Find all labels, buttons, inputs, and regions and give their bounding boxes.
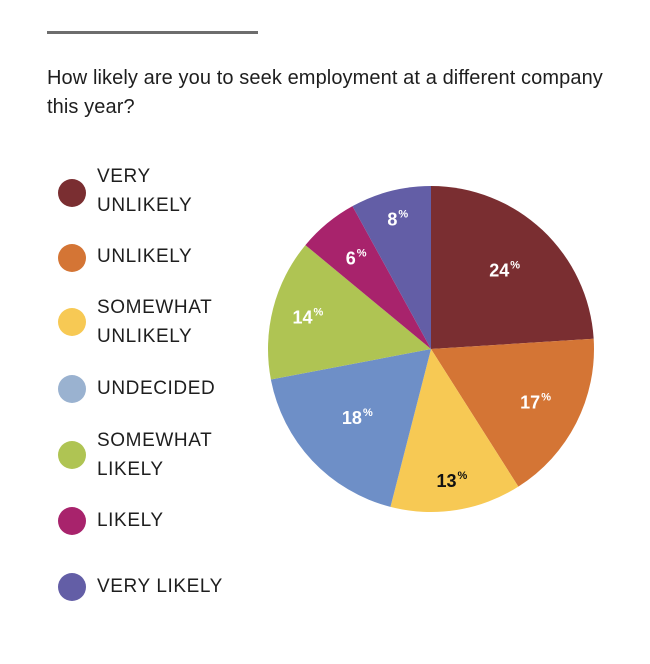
pie-data-label: 8% [387,209,408,230]
legend-label: VERY UNLIKELY [97,166,193,216]
legend-item-somewhat-unlikely: SOMEWHAT UNLIKELY [58,297,258,348]
legend-label: UNDECIDED [97,378,216,399]
pie-data-label: 17% [520,391,551,412]
pie-data-label: 18% [342,407,373,428]
pie-data-label: 13% [437,470,468,491]
legend-swatch [58,244,86,272]
pie-slice-very-unlikely [431,186,594,349]
pie-slice-undecided [270,349,431,507]
legend-item-very-likely: VERY LIKELY [58,573,258,613]
legend-item-undecided: UNDECIDED [58,375,258,415]
chart-title: How likely are you to seek employment at… [47,67,603,118]
legend-item-very-unlikely: VERY UNLIKELY [58,166,258,216]
legend-swatch [58,179,86,207]
pie-slice-likely [305,206,431,349]
pie-data-label: 24% [489,260,520,281]
pie-slice-somewhat-likely [268,245,431,380]
legend-item-somewhat-likely: SOMEWHAT LIKELY [58,430,258,481]
legend-swatch [58,507,86,535]
pie-data-label: 6% [346,248,367,269]
legend-label: SOMEWHAT UNLIKELY [97,297,213,347]
legend-label: VERY LIKELY [97,576,223,597]
pie-slice-very-likely [352,186,431,349]
legend-item-unlikely: UNLIKELY [58,244,258,284]
legend-label: UNLIKELY [97,246,193,267]
pie-data-label: 14% [292,306,323,327]
legend-item-likely: LIKELY [58,507,258,547]
legend-swatch [58,375,86,403]
legend-label: SOMEWHAT LIKELY [97,430,213,480]
legend-swatch [58,441,86,469]
pie-slices [268,186,594,512]
pie-slice-somewhat-unlikely [390,349,519,512]
legend-label: LIKELY [97,510,164,531]
legend-swatch [58,308,86,336]
top-rule [47,31,258,34]
legend-swatch [58,573,86,601]
pie-slice-unlikely [431,338,594,487]
pie-labels: 24% 17% 13% 18% 14% 6% 8% [292,209,551,491]
